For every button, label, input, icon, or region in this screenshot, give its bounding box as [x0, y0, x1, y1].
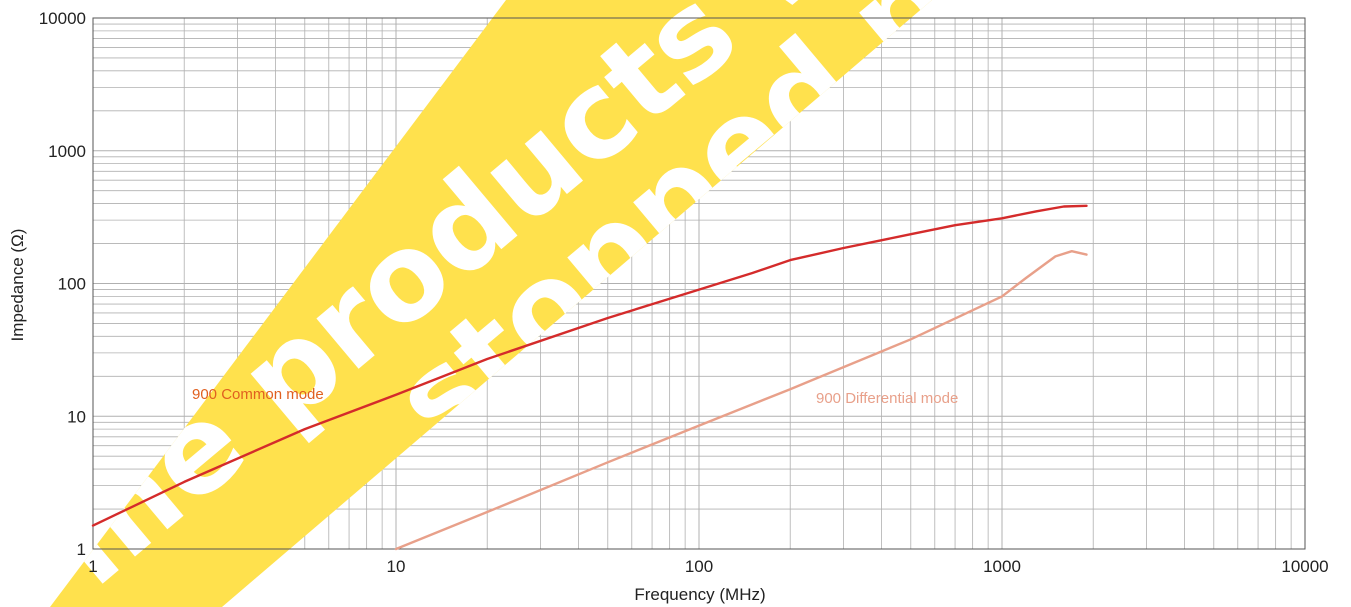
- x-tick-label: 10: [387, 557, 406, 576]
- x-tick-label: 10000: [1281, 557, 1328, 576]
- y-tick-label: 100: [58, 275, 86, 294]
- y-tick-label: 10000: [39, 9, 86, 28]
- x-tick-label: 1: [88, 557, 97, 576]
- common-mode-label: 900 Common mode: [192, 386, 324, 403]
- y-tick-label: 10: [67, 407, 86, 426]
- differential-mode-label: 900 Differential mode: [816, 390, 958, 407]
- y-axis-label: Impedance (Ω): [8, 229, 27, 342]
- y-tick-label: 1000: [48, 142, 86, 161]
- x-axis-label: Frequency (MHz): [634, 585, 765, 604]
- y-tick-label: 1: [77, 540, 86, 559]
- watermark: me products which stopped pro: [24, 0, 1096, 607]
- x-tick-label: 1000: [983, 557, 1021, 576]
- x-tick-label: 100: [685, 557, 713, 576]
